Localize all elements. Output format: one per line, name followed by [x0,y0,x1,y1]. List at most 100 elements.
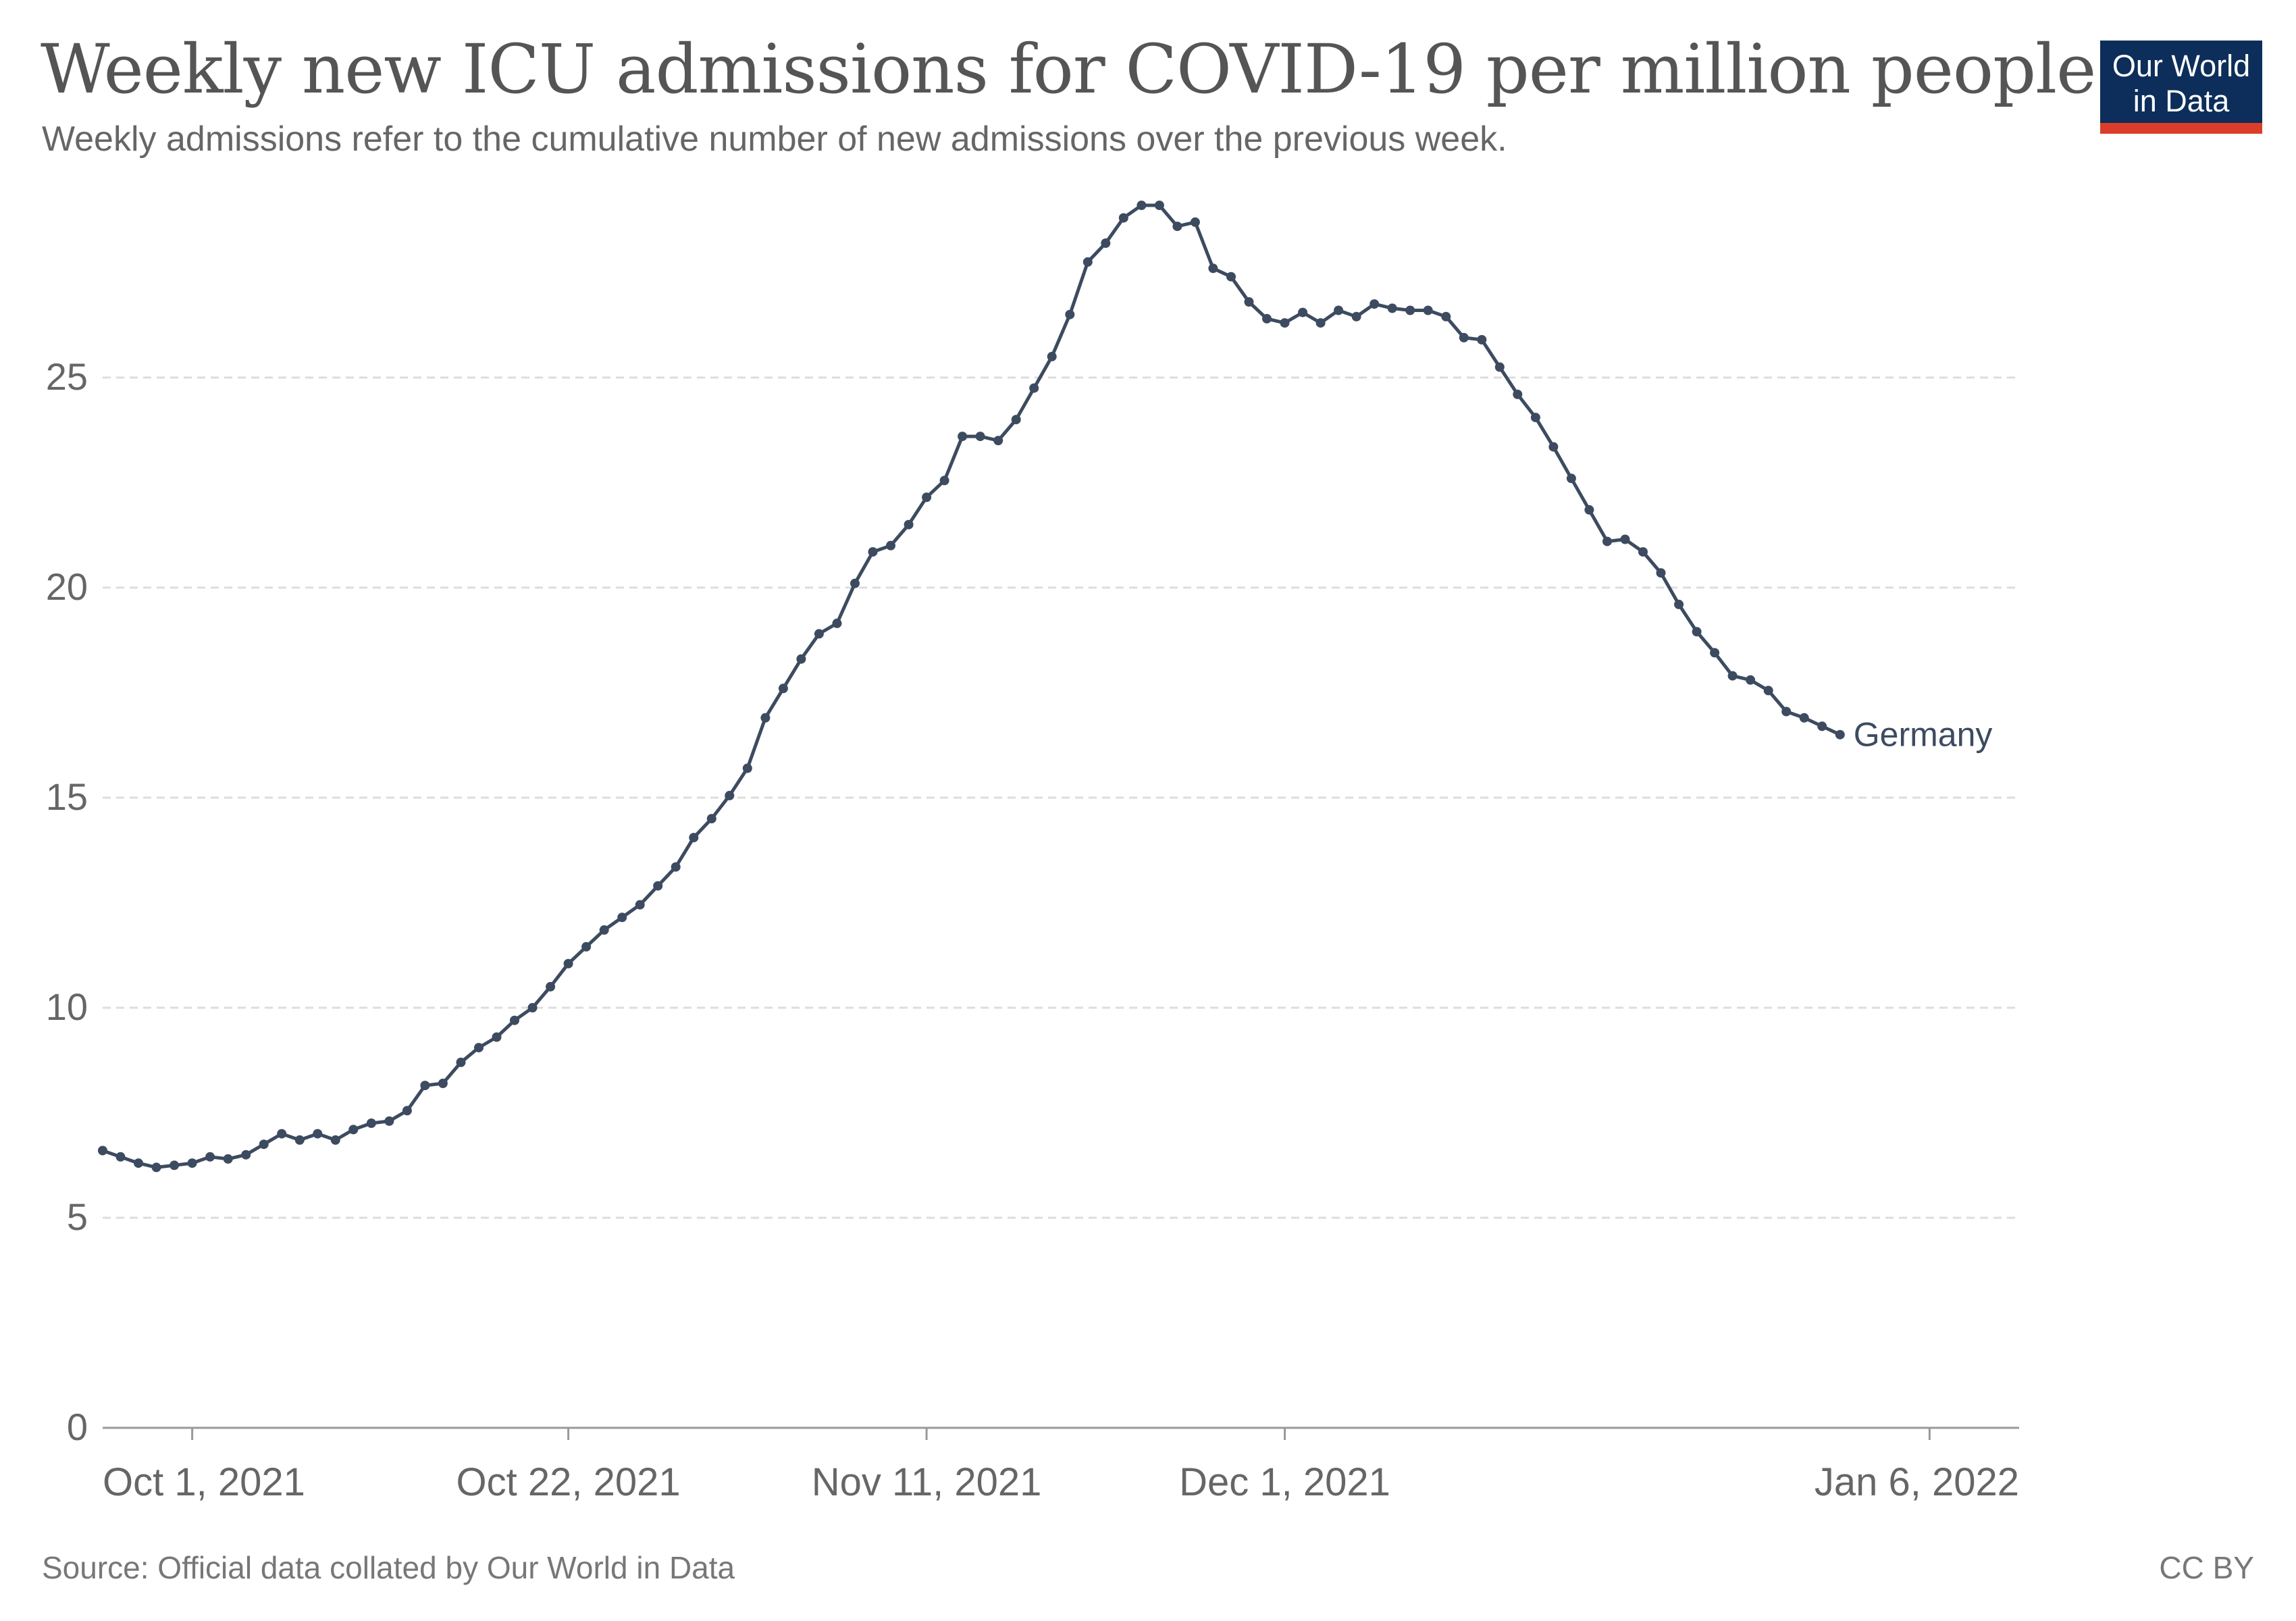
y-tick-label: 15 [46,775,88,818]
y-tick-label: 20 [46,565,88,608]
data-point [1656,568,1666,578]
axes [103,1426,2019,1440]
data-point [223,1154,233,1164]
data-point [581,942,592,952]
data-point [420,1081,430,1091]
logo-line-2: in Data [2133,84,2230,118]
data-point [939,475,949,486]
data-point [259,1139,269,1150]
data-point [134,1158,143,1168]
data-point [1065,309,1075,319]
data-point [832,618,842,628]
data-point [850,578,860,588]
data-point [330,1135,340,1145]
data-point [456,1057,466,1067]
data-point [115,1152,126,1162]
x-tick-label: Dec 1, 2021 [1179,1460,1390,1504]
data-point [671,862,681,872]
data-point [653,881,663,891]
chart-title: Weekly new ICU admissions for COVID-19 p… [41,30,2096,109]
y-tick-label: 0 [67,1406,88,1448]
y-tick-label: 10 [46,985,88,1028]
data-point [796,654,806,664]
data-point [1513,389,1523,399]
license-link[interactable]: CC BY [2159,1550,2254,1585]
data-point [1494,362,1505,372]
data-point [1190,217,1200,227]
data-point [1208,263,1218,274]
data-point [706,814,716,824]
data-point [1047,351,1057,361]
data-point [1638,547,1648,557]
data-point [1298,307,1308,317]
data-point [402,1106,412,1116]
data-point [1226,272,1236,282]
data-point [1584,505,1594,515]
data-point [1727,671,1738,681]
data-point [1441,311,1451,321]
data-point [187,1158,197,1168]
grid-lines [103,376,2019,1219]
data-point [1781,706,1792,717]
data-point [1154,201,1164,210]
data-point [1459,332,1469,342]
data-point [1082,257,1093,267]
data-point [1262,313,1272,324]
data-point [205,1152,215,1162]
data-point [1029,383,1039,393]
data-point [546,981,556,992]
data-point [1530,413,1540,423]
data-point [1315,318,1326,328]
data-point [277,1129,287,1139]
data-point [1692,627,1702,637]
data-point [1101,238,1111,248]
data-point [1602,536,1612,546]
data-point [1118,213,1128,223]
data-point [527,1003,538,1012]
data-point [725,790,735,800]
data-point [563,958,573,969]
data-point [635,900,645,910]
data-point [169,1160,180,1170]
series-line-germany [101,203,1842,1169]
data-point [510,1015,519,1025]
x-tick-label: Jan 6, 2022 [1815,1460,2019,1504]
data-point [348,1125,359,1135]
data-point [241,1150,251,1160]
data-point [1620,534,1630,544]
data-point [742,763,752,773]
data-point [1244,297,1254,307]
data-point [1835,729,1845,740]
data-point [617,912,627,923]
data-point [760,713,771,723]
data-point [1369,299,1380,309]
data-point [313,1129,323,1139]
data-point [151,1162,161,1173]
series-label-germany: Germany [1854,716,1993,754]
data-point [1405,305,1415,315]
data-point [1548,442,1559,452]
x-tick-label: Nov 11, 2021 [812,1460,1042,1504]
logo-accent-bar [2100,123,2262,134]
data-point [1799,713,1809,723]
data-point [1387,303,1397,313]
data-point [922,492,932,503]
data-point [474,1043,484,1053]
data-point [904,519,914,530]
y-tick-label: 5 [67,1195,88,1238]
data-point [366,1118,376,1128]
logo-line-1: Our World [2112,49,2251,83]
data-point [1172,222,1182,232]
data-point [814,629,824,639]
data-point [886,540,895,550]
owid-logo[interactable]: Our World in Data [2100,41,2262,134]
data-point [1817,721,1827,731]
data-point [868,547,878,557]
data-point [1011,415,1021,425]
data-point [492,1032,502,1042]
data-point [1763,686,1773,696]
data-point [1351,311,1361,321]
x-tick-label: Oct 22, 2021 [456,1460,681,1504]
data-point [1674,599,1684,609]
